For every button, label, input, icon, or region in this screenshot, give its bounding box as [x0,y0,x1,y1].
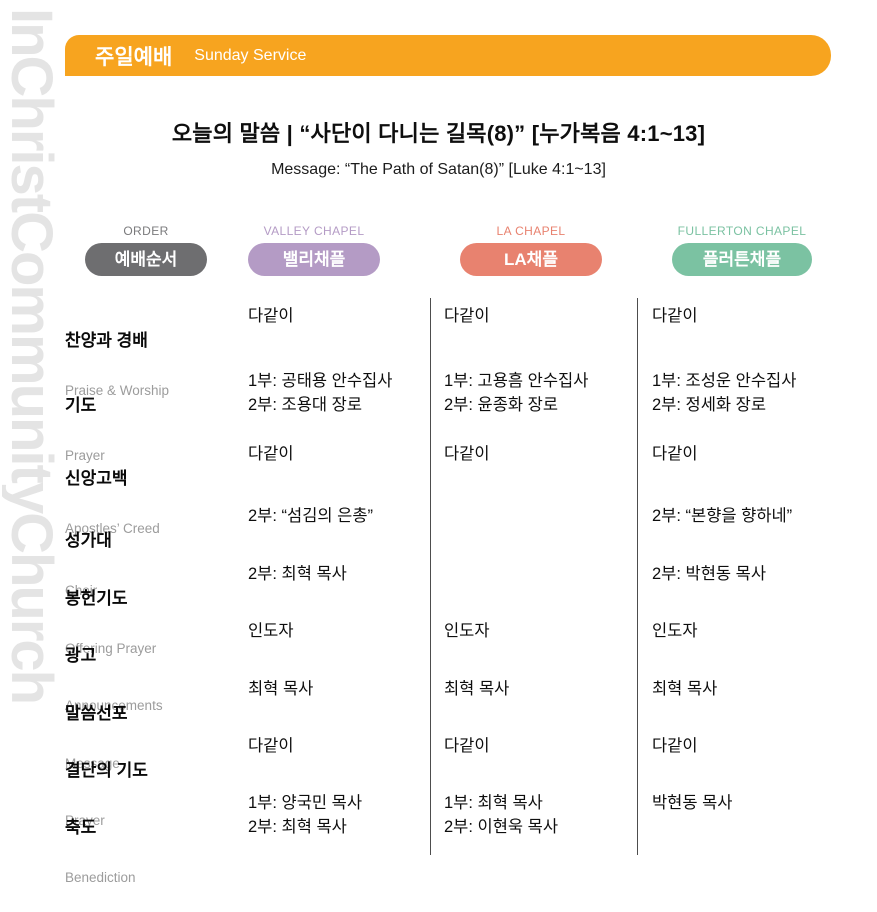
column-header-fullerton-chapel: FULLERTON CHAPEL 플러튼채플 [642,224,842,276]
bulletin-page: 주일예배 Sunday Service 오늘의 말씀 | “사단이 다니는 길목… [0,35,877,886]
order-label-korean: 신앙고백 [65,468,128,488]
order-label-korean: 봉헌기도 [65,588,128,608]
order-cell: 기도 Prayer [65,363,248,464]
fullerton-cell: 박현동 목사 [637,785,815,855]
column-header-valley-chapel: VALLEY CHAPEL 밸리채플 [214,224,414,276]
column-header-order-label: ORDER [123,224,169,238]
order-cell: 봉헌기도 Offering Prayer [65,556,248,657]
la-cell: 다같이 [430,728,637,785]
order-label-korean: 찬양과 경배 [65,330,148,350]
column-header-valley-pill: 밸리채플 [248,243,380,276]
la-cell: 인도자 [430,613,637,671]
column-header-order-pill: 예배순서 [85,243,207,276]
valley-cell: 최혁 목사 [248,680,314,698]
fullerton-cell: 2부: “본향을 향하네” [637,498,815,556]
fullerton-cell: 최혁 목사 [637,671,815,728]
order-cell: 신앙고백 Apostles’ Creed [65,436,248,537]
valley-cell: 2부: 최혁 목사 [248,565,347,583]
order-label-english: Choir [65,583,98,599]
order-label-korean: 기도 [65,395,97,415]
fullerton-cell: 1부: 조성운 안수집사 2부: 정세화 장로 [637,363,815,436]
column-header-order: ORDER 예배순서 [46,224,246,276]
order-label-english: Benediction [65,870,136,886]
order-label-english: Prayer [65,448,105,464]
fullerton-cell: 다같이 [637,728,815,785]
column-header-fullerton-pill: 플러튼채플 [672,243,812,276]
valley-cell: 2부: “섬김의 은총” [248,507,373,525]
banner-title-korean: 주일예배 [95,45,173,69]
section-banner: 주일예배 Sunday Service [65,35,831,76]
la-cell: 다같이 [430,436,637,498]
la-cell: 최혁 목사 [430,671,637,728]
fullerton-cell: 2부: 박현동 목사 [637,556,815,613]
column-header-la-chapel: LA CHAPEL LA채플 [431,224,631,276]
order-cell: 성가대 Choir [65,498,248,599]
order-label-english: Prayer [65,813,105,829]
order-label-korean: 축도 [65,817,97,837]
order-label-korean: 성가대 [65,530,112,550]
service-order-table: 찬양과 경배 Praise & Worship 다같이 다같이 다같이 기도 P… [65,298,815,886]
order-label-korean: 광고 [65,645,97,665]
order-cell: 말씀선포 Message [65,671,248,772]
column-header-fullerton-label: FULLERTON CHAPEL [677,224,807,238]
order-cell: 찬양과 경배 Praise & Worship [65,298,248,399]
valley-cell: 다같이 [248,445,294,463]
valley-cell: 다같이 [248,307,294,325]
fullerton-cell: 다같이 [637,298,815,363]
sermon-title-korean: 오늘의 말씀 | “사단이 다니는 길목(8)” [누가복음 4:1~13] [171,121,706,146]
order-label-english: Offering Prayer [65,641,157,657]
la-cell: 1부: 고용흠 안수집사 2부: 윤종화 장로 [430,363,637,436]
church-name-watermark: InChristCommunityChurch [2,8,60,704]
la-cell: 1부: 최혁 목사 2부: 이현욱 목사 [430,785,637,855]
sermon-title-english: Message: “The Path of Satan(8)” [Luke 4:… [271,161,606,178]
column-header-la-label: LA CHAPEL [496,224,566,238]
order-cell: 광고 Announcements [65,613,248,714]
la-cell: 다같이 [430,298,637,363]
fullerton-cell: 인도자 [637,613,815,671]
column-header-la-pill: LA채플 [460,243,602,276]
order-label-english: Apostles’ Creed [65,521,160,537]
sermon-title-block: 오늘의 말씀 | “사단이 다니는 길목(8)” [누가복음 4:1~13] M… [0,116,877,179]
la-cell [430,556,637,613]
banner-title-english: Sunday Service [194,46,307,64]
valley-cell: 인도자 [248,622,294,640]
fullerton-cell: 다같이 [637,436,815,498]
valley-cell: 1부: 공태용 안수집사 2부: 조용대 장로 [248,372,393,414]
order-label-english: Praise & Worship [65,383,170,399]
column-header-valley-label: VALLEY CHAPEL [263,224,365,238]
order-label-english: Announcements [65,698,163,714]
order-cell: 축도 Benediction [65,785,248,886]
order-label-english: Message [65,756,120,772]
order-cell: 결단의 기도 Prayer [65,728,248,829]
la-cell [430,498,637,556]
valley-cell: 다같이 [248,737,294,755]
valley-cell: 1부: 양국민 목사 2부: 최혁 목사 [248,794,363,836]
order-label-korean: 결단의 기도 [65,760,148,780]
order-label-korean: 말씀선포 [65,703,128,723]
